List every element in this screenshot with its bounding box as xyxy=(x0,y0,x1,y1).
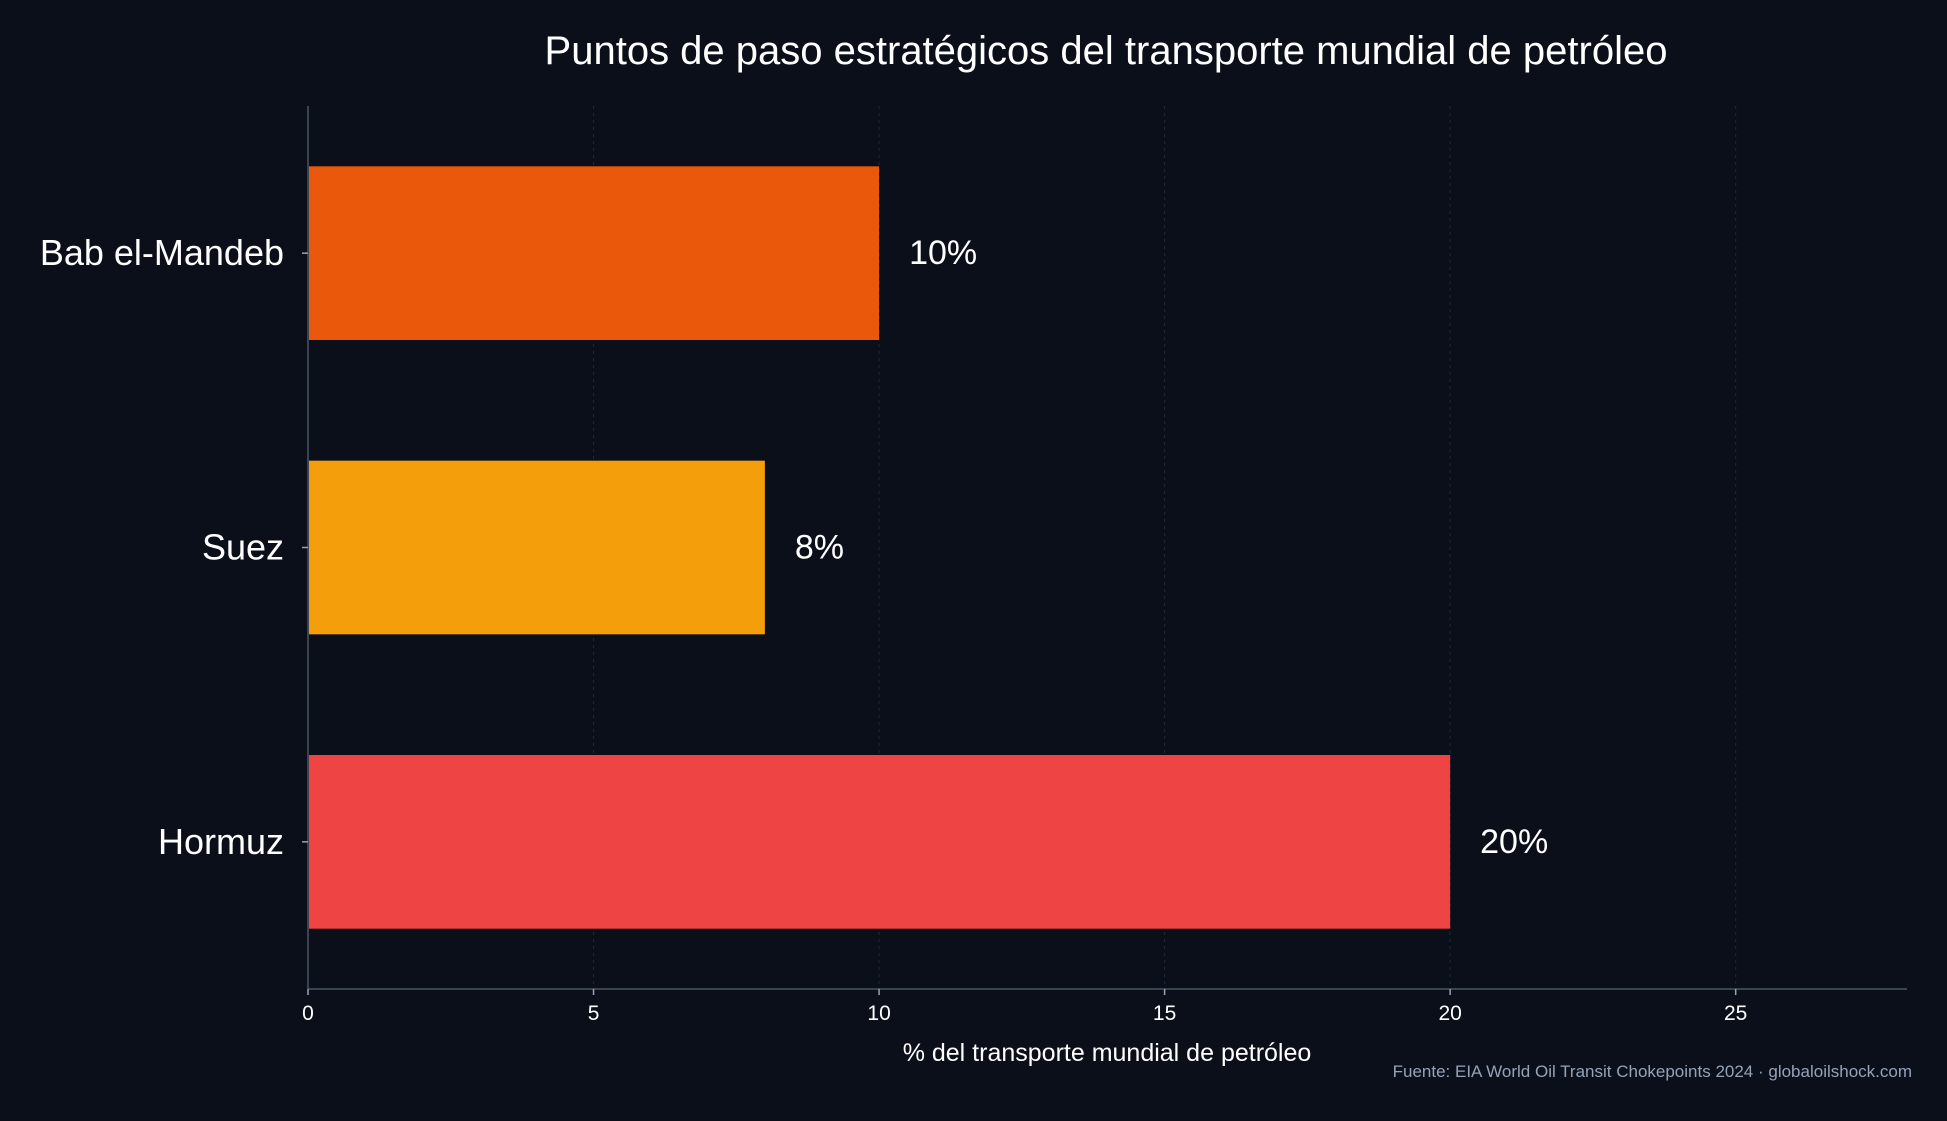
x-tick-label-10: 10 xyxy=(867,1002,890,1025)
y-label-suez: Suez xyxy=(202,527,284,568)
source-note: Fuente: EIA World Oil Transit Chokepoint… xyxy=(1393,1062,1912,1081)
data-label-hormuz: 20% xyxy=(1480,823,1548,861)
data-label-bab-el-mandeb: 10% xyxy=(909,234,977,272)
y-label-bab-el-mandeb: Bab el-Mandeb xyxy=(40,232,284,273)
y-category-labels: Bab el-Mandeb Suez Hormuz xyxy=(40,232,308,862)
x-ticks: 0 5 10 15 20 25 xyxy=(302,989,1747,1025)
bars xyxy=(309,166,1451,929)
x-tick-label-20: 20 xyxy=(1438,1002,1461,1025)
bar-hormuz xyxy=(309,755,1451,929)
x-tick-label-5: 5 xyxy=(588,1002,600,1025)
bar-bab-el-mandeb xyxy=(309,166,880,340)
x-tick-label-25: 25 xyxy=(1724,1002,1747,1025)
x-tick-label-0: 0 xyxy=(302,1002,314,1025)
data-label-suez: 8% xyxy=(795,529,844,567)
y-label-hormuz: Hormuz xyxy=(158,821,284,862)
x-axis-label: % del transporte mundial de petróleo xyxy=(903,1039,1312,1067)
bar-suez xyxy=(309,460,765,635)
x-tick-label-15: 15 xyxy=(1153,1002,1176,1025)
chart-title: Puntos de paso estratégicos del transpor… xyxy=(545,29,1668,73)
data-labels: 10% 8% 20% xyxy=(795,234,1548,861)
